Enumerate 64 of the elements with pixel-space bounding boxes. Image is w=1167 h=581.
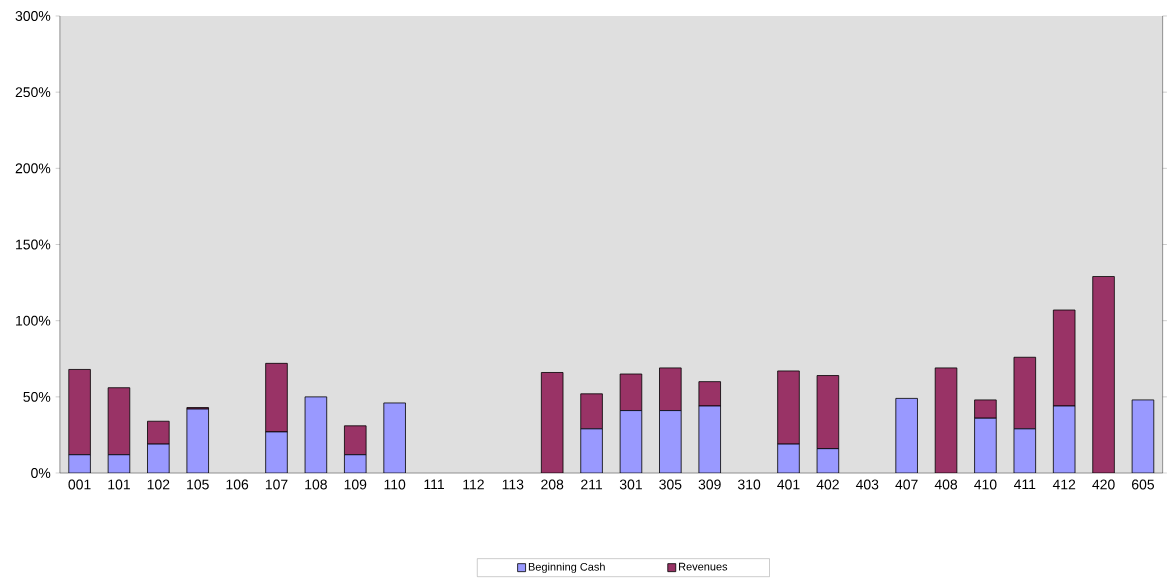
bar (107, 387, 131, 456)
x-tick-label: 310 (737, 479, 761, 490)
x-tick-label: 112 (463, 479, 484, 490)
y-tick-label: 300% (15, 11, 51, 21)
bar (974, 399, 997, 419)
bar (1131, 399, 1155, 474)
y-tick-label: 50% (23, 391, 51, 402)
y-tick-label: 0% (31, 468, 51, 479)
bar (265, 363, 288, 433)
bar (816, 375, 840, 450)
x-tick-label: 411 (1013, 479, 1036, 490)
bar (777, 370, 800, 445)
bar (659, 410, 682, 474)
bar (68, 369, 91, 456)
x-tick-label: 420 (1092, 479, 1115, 490)
bar (304, 396, 328, 474)
bar (383, 402, 406, 474)
x-tick-label: 111 (424, 479, 444, 490)
bar (619, 410, 643, 474)
x-tick-label: 402 (816, 479, 839, 490)
legend-label: Revenues (679, 562, 728, 571)
x-tick-label: 208 (541, 479, 564, 490)
x-tick-label: 412 (1052, 479, 1076, 490)
bar (698, 405, 721, 474)
x-tick-label: 105 (187, 479, 209, 490)
bar (147, 443, 170, 474)
bar (934, 367, 958, 474)
x-tick-label: 410 (974, 479, 997, 490)
bar (659, 367, 682, 412)
y-tick-label: 250% (15, 87, 51, 98)
x-tick-label: 305 (659, 479, 682, 490)
bar (68, 454, 91, 474)
x-tick-label: 106 (226, 479, 249, 490)
x-tick-label: 109 (344, 479, 367, 490)
bar (540, 372, 564, 474)
bar (265, 431, 288, 474)
bar (580, 393, 603, 430)
bar (974, 417, 997, 474)
x-tick-label: 408 (934, 479, 958, 490)
x-tick-label: 102 (147, 479, 170, 490)
x-tick-label: 108 (305, 479, 327, 490)
legend-label: Beginning Cash (528, 562, 605, 573)
bar (1092, 276, 1115, 474)
bar (1052, 309, 1076, 407)
bar (580, 428, 603, 474)
x-tick-label: 403 (855, 479, 879, 490)
bar (1052, 405, 1076, 474)
y-tick-label: 150% (16, 239, 51, 250)
x-tick-label: 211 (581, 479, 603, 490)
x-tick-label: 001 (68, 479, 91, 490)
x-tick-label: 301 (619, 479, 642, 490)
bar (777, 443, 800, 474)
bar (1013, 356, 1037, 430)
x-tick-label: 110 (384, 479, 406, 490)
y-tick-label: 100% (16, 315, 51, 326)
x-tick-label: 107 (265, 479, 288, 490)
x-tick-label: 401 (777, 479, 800, 490)
y-tick-label: 200% (15, 163, 51, 174)
x-tick-label: 101 (108, 479, 130, 490)
x-tick-label: 605 (1132, 479, 1155, 490)
bar (895, 398, 918, 474)
x-tick-label: 309 (698, 479, 721, 490)
x-tick-label: 113 (502, 479, 524, 490)
x-tick-label: 407 (895, 479, 918, 490)
